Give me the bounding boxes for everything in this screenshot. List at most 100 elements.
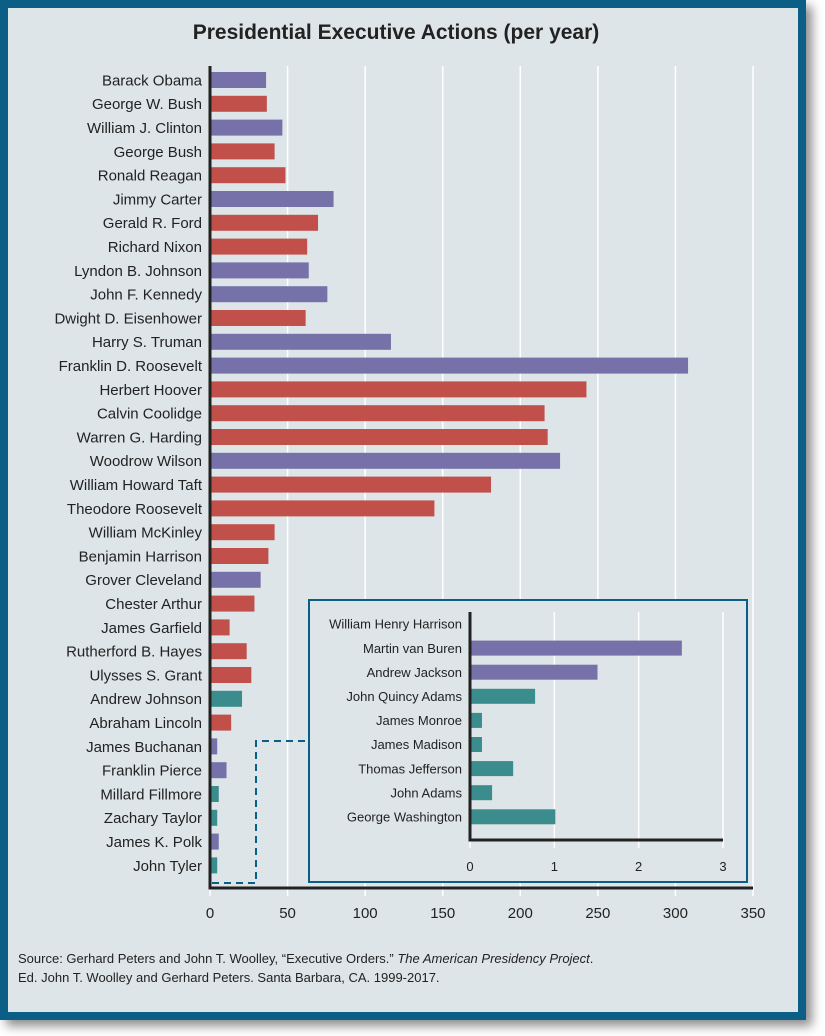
- source-suffix: .: [589, 951, 594, 966]
- main-category-label: William Howard Taft: [70, 477, 203, 494]
- main-tick-label: 50: [279, 905, 296, 922]
- main-category-label: William J. Clinton: [87, 120, 202, 137]
- main-category-label: Barack Obama: [102, 72, 203, 89]
- inset-tick-label: 0: [466, 859, 473, 874]
- inset-bar: [471, 712, 482, 728]
- main-category-label: Ronald Reagan: [98, 168, 202, 185]
- main-bar: [211, 833, 219, 850]
- main-bar: [211, 786, 219, 802]
- main-bar: [211, 286, 328, 303]
- chart-title: Presidential Executive Actions (per year…: [193, 21, 600, 44]
- main-category-label: James Garfield: [101, 620, 202, 637]
- inset-tick-label: 3: [719, 859, 726, 874]
- main-bar: [211, 571, 261, 588]
- source-line-1: Source: Gerhard Peters and John T. Wooll…: [18, 951, 593, 966]
- inset-zoom-indicator: [212, 740, 309, 884]
- main-category-label: Chester Arthur: [105, 596, 202, 613]
- main-category-label: Benjamin Harrison: [79, 548, 202, 565]
- inset-bar: [471, 664, 598, 680]
- source-title: The American Presidency Project: [397, 951, 590, 966]
- main-bar: [211, 72, 267, 88]
- main-tick-label: 300: [663, 905, 688, 922]
- inset-category-label: Martin van Buren: [363, 641, 462, 656]
- main-category-label: William McKinley: [89, 525, 203, 542]
- main-category-label: Abraham Lincoln: [89, 715, 202, 732]
- main-bar: [211, 476, 492, 493]
- source-text: Source: Gerhard Peters and John T. Wooll…: [18, 951, 398, 966]
- inset-bar: [471, 785, 493, 801]
- main-bar: [211, 643, 247, 660]
- main-category-label: Calvin Coolidge: [97, 406, 202, 423]
- main-category-label: James K. Polk: [106, 834, 202, 851]
- inset-category-label: John Quincy Adams: [346, 689, 462, 704]
- main-tick-label: 150: [430, 905, 455, 922]
- main-bar: [211, 809, 218, 826]
- main-category-label: Richard Nixon: [108, 239, 202, 256]
- main-category-label: George Bush: [114, 144, 202, 161]
- main-category-label: Grover Cleveland: [85, 572, 202, 589]
- main-tick-label: 350: [740, 905, 765, 922]
- main-category-label: Lyndon B. Johnson: [74, 263, 202, 280]
- main-bar: [211, 857, 218, 874]
- main-category-label: Franklin Pierce: [102, 763, 202, 780]
- main-tick-label: 100: [353, 905, 378, 922]
- main-bar: [211, 333, 391, 350]
- main-category-label: Harry S. Truman: [92, 334, 202, 351]
- main-bar: [211, 381, 587, 398]
- main-bar: [211, 738, 218, 755]
- main-category-label: Theodore Roosevelt: [67, 501, 203, 518]
- main-category-label: George W. Bush: [92, 96, 202, 113]
- inset-category-label: James Madison: [371, 737, 462, 752]
- inset-tick-label: 1: [551, 859, 558, 874]
- inset-bar: [471, 737, 482, 752]
- inset-category-label: William Henry Harrison: [329, 617, 462, 632]
- main-category-label: John F. Kennedy: [90, 287, 202, 304]
- main-category-label: Ulysses S. Grant: [89, 667, 202, 684]
- main-category-label: John Tyler: [133, 858, 202, 875]
- inset-category-label: John Adams: [390, 785, 462, 800]
- inset-bar: [471, 640, 682, 656]
- main-bar: [211, 357, 689, 374]
- main-category-label: Gerald R. Ford: [103, 215, 202, 232]
- main-category-label: Zachary Taylor: [104, 810, 202, 827]
- inset-category-label: George Washington: [347, 809, 462, 824]
- main-category-label: Franklin D. Roosevelt: [59, 358, 203, 375]
- main-bar: [211, 95, 267, 112]
- inset-tick-label: 2: [635, 859, 642, 874]
- main-category-label: Woodrow Wilson: [90, 453, 202, 470]
- main-bar: [211, 405, 545, 422]
- inset-bar: [471, 809, 556, 825]
- main-bar: [211, 524, 275, 541]
- main-bar: [211, 119, 283, 136]
- main-category-label: Andrew Johnson: [90, 691, 202, 708]
- main-bar: [211, 167, 286, 184]
- main-bar: [211, 500, 435, 517]
- main-bar: [211, 214, 319, 231]
- main-bar: [211, 262, 309, 279]
- inset-bar: [471, 688, 536, 704]
- main-bar: [211, 143, 275, 160]
- main-category-label: Herbert Hoover: [99, 382, 202, 399]
- main-bar: [211, 595, 255, 612]
- main-tick-label: 250: [585, 905, 610, 922]
- main-bar: [211, 238, 308, 255]
- main-category-label: Dwight D. Eisenhower: [54, 310, 202, 327]
- main-bar: [211, 762, 227, 779]
- main-category-label: Rutherford B. Hayes: [66, 644, 202, 661]
- inset-category-label: Andrew Jackson: [367, 665, 462, 680]
- main-bar: [211, 452, 561, 469]
- main-category-label: James Buchanan: [86, 739, 202, 756]
- main-category-label: Jimmy Carter: [113, 191, 202, 208]
- source-line-2: Ed. John T. Woolley and Gerhard Peters. …: [18, 970, 440, 985]
- main-tick-label: 0: [206, 905, 214, 922]
- inset-bar: [471, 761, 514, 777]
- main-category-label: Warren G. Harding: [77, 429, 202, 446]
- main-category-label: Millard Fillmore: [100, 786, 202, 803]
- main-bar: [211, 191, 334, 207]
- main-bar: [211, 667, 252, 683]
- main-tick-label: 200: [508, 905, 533, 922]
- main-bar: [211, 548, 269, 564]
- main-bar: [211, 690, 243, 707]
- main-bar: [211, 619, 230, 636]
